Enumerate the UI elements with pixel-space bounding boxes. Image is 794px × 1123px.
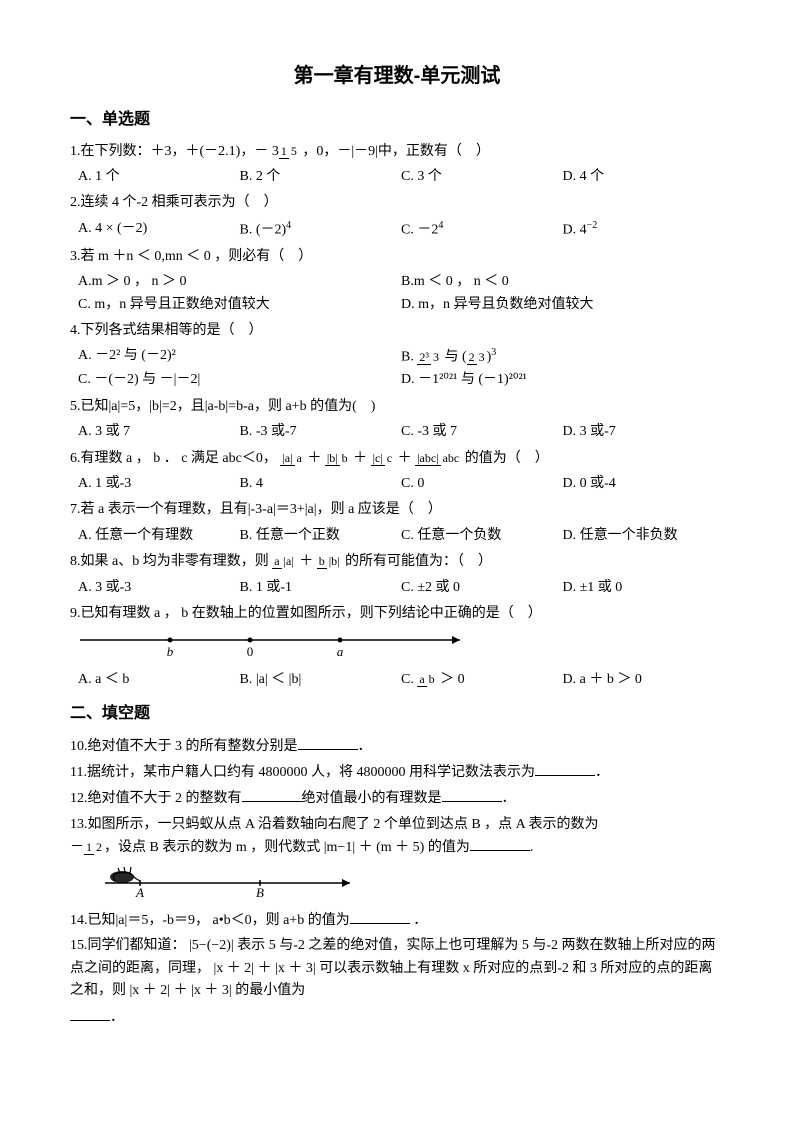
question-9: 9.已知有理数 a ， b 在数轴上的位置如图所示，则下列结论中正确的是（ ） [70,603,724,625]
q3-opt-a: A.m ＞ 0 ， n ＞ 0 [78,271,401,293]
q7-opt-d: D. 任意一个非负数 [563,525,725,547]
q4-opt-d: D. －1²⁰²¹ 与 (－1)²⁰²¹ [401,369,724,391]
question-10: 10.绝对值不大于 3 的所有整数分别是． [70,735,724,758]
q4-opt-b: B. 2³3 与 (23)3 [401,345,724,369]
question-12: 12.绝对值不大于 2 的整数有绝对值最小的有理数是． [70,787,724,810]
q3-opt-d: D. m，n 异号且负数绝对值较大 [401,294,724,316]
q1-text: 1.在下列数：＋3，＋(－2.1)，－ 3 [70,144,279,159]
q9-opt-b: B. |a| ＜ |b| [240,669,402,691]
q5-opt-b: B. -3 或-7 [240,421,402,443]
q1-opt-c: C. 3 个 [401,166,563,188]
q2-opt-b: B. (－2)4 [240,218,402,242]
number-line-q9: b 0 a [70,628,470,666]
q7-opt-a: A. 任意一个有理数 [78,525,240,547]
question-15-blank: ． [70,1006,724,1029]
question-6: 6.有理数 a ， b ． c 满足 abc＜0， |a|a ＋ |b|b ＋ … [70,448,724,470]
q1-options: A. 1 个 B. 2 个 C. 3 个 D. 4 个 [78,166,724,188]
q1-opt-d: D. 4 个 [563,166,725,188]
question-7: 7.若 a 表示一个有理数，且有|-3-a|＝3+|a|，则 a 应该是（ ） [70,499,724,521]
q7-opt-c: C. 任意一个负数 [401,525,563,547]
question-15: 15.同学们都知道： |5−(−2)| 表示 5 与-2 之差的绝对值，实际上也… [70,935,724,1002]
q3-options: A.m ＞ 0 ， n ＞ 0 B.m ＜ 0 ， n ＜ 0 C. m，n 异… [78,271,724,316]
svg-text:A: A [135,885,144,898]
q5-opt-c: C. -3 或 7 [401,421,563,443]
q6-opt-c: C. 0 [401,473,563,495]
q3-opt-b: B.m ＜ 0 ， n ＜ 0 [401,271,724,293]
frac-1-5: 15 [279,145,299,158]
section-1-heading: 一、单选题 [70,107,724,133]
q1-opt-a: A. 1 个 [78,166,240,188]
q9-opt-c: C. ab ＞ 0 [401,669,563,691]
question-11: 11.据统计，某市户籍人口约有 4800000 人，将 4800000 用科学记… [70,761,724,784]
q7-options: A. 任意一个有理数 B. 任意一个正数 C. 任意一个负数 D. 任意一个非负… [78,525,724,547]
svg-text:B: B [256,885,264,898]
svg-text:b: b [167,644,174,658]
q5-options: A. 3 或 7 B. -3 或-7 C. -3 或 7 D. 3 或-7 [78,421,724,443]
q6-opt-a: A. 1 或-3 [78,473,240,495]
q4-opt-a: A. －2² 与 (－2)² [78,345,401,369]
question-4: 4.下列各式结果相等的是（ ） [70,320,724,342]
question-5: 5.已知|a|=5，|b|=2，且|a-b|=b-a，则 a+b 的值为( ) [70,396,724,418]
q8-options: A. 3 或-3 B. 1 或-1 C. ±2 或 0 D. ±1 或 0 [78,577,724,599]
svg-text:0: 0 [247,644,254,658]
q8-opt-a: A. 3 或-3 [78,577,240,599]
ant-number-line: A B [100,863,360,906]
q9-opt-a: A. a ＜ b [78,669,240,691]
q6-opt-b: B. 4 [240,473,402,495]
svg-text:a: a [337,644,344,658]
question-3: 3.若 m ＋n ＜ 0,mn ＜ 0 ，则必有（ ） [70,246,724,268]
q1-opt-b: B. 2 个 [240,166,402,188]
q8-opt-c: C. ±2 或 0 [401,577,563,599]
q5-opt-a: A. 3 或 7 [78,421,240,443]
question-8: 8.如果 a、b 均为非零有理数，则 a|a| ＋ b|b| 的所有可能值为：（… [70,551,724,573]
q8-opt-d: D. ±1 或 0 [563,577,725,599]
page-title: 第一章有理数-单元测试 [70,60,724,92]
q9-opt-d: D. a ＋ b ＞ 0 [563,669,725,691]
q5-opt-d: D. 3 或-7 [563,421,725,443]
q8-opt-b: B. 1 或-1 [240,577,402,599]
q4-options: A. －2² 与 (－2)² B. 2³3 与 (23)3 C. －(－2) 与… [78,345,724,391]
q2-opt-c: C. －24 [401,218,563,242]
q6-opt-d: D. 0 或-4 [563,473,725,495]
q3-opt-c: C. m，n 异号且正数绝对值较大 [78,294,401,316]
q2-opt-d: D. 4−2 [563,218,725,242]
question-2: 2.连续 4 个-2 相乘可表示为（ ） [70,192,724,214]
q9-options: A. a ＜ b B. |a| ＜ |b| C. ab ＞ 0 D. a ＋ b… [78,669,724,691]
question-1: 1.在下列数：＋3，＋(－2.1)，－ 315 ，0，－|－9|中，正数有（ ） [70,141,724,163]
question-13: 13.如图所示，一只蚂蚁从点 A 沿着数轴向右爬了 2 个单位到达点 B ，点 … [70,814,724,860]
question-14: 14.已知|a|＝5，-b＝9， a•b＜0，则 a+b 的值为 ． [70,909,724,932]
q1-text2: ，0，－|－9|中，正数有（ ） [299,144,490,159]
q7-opt-b: B. 任意一个正数 [240,525,402,547]
q2-opt-a: A. 4 × (－2) [78,218,240,242]
q4-opt-c: C. －(－2) 与 －|－2| [78,369,401,391]
q2-options: A. 4 × (－2) B. (－2)4 C. －24 D. 4−2 [78,218,724,242]
q6-options: A. 1 或-3 B. 4 C. 0 D. 0 或-4 [78,473,724,495]
section-2-heading: 二、填空题 [70,701,724,727]
